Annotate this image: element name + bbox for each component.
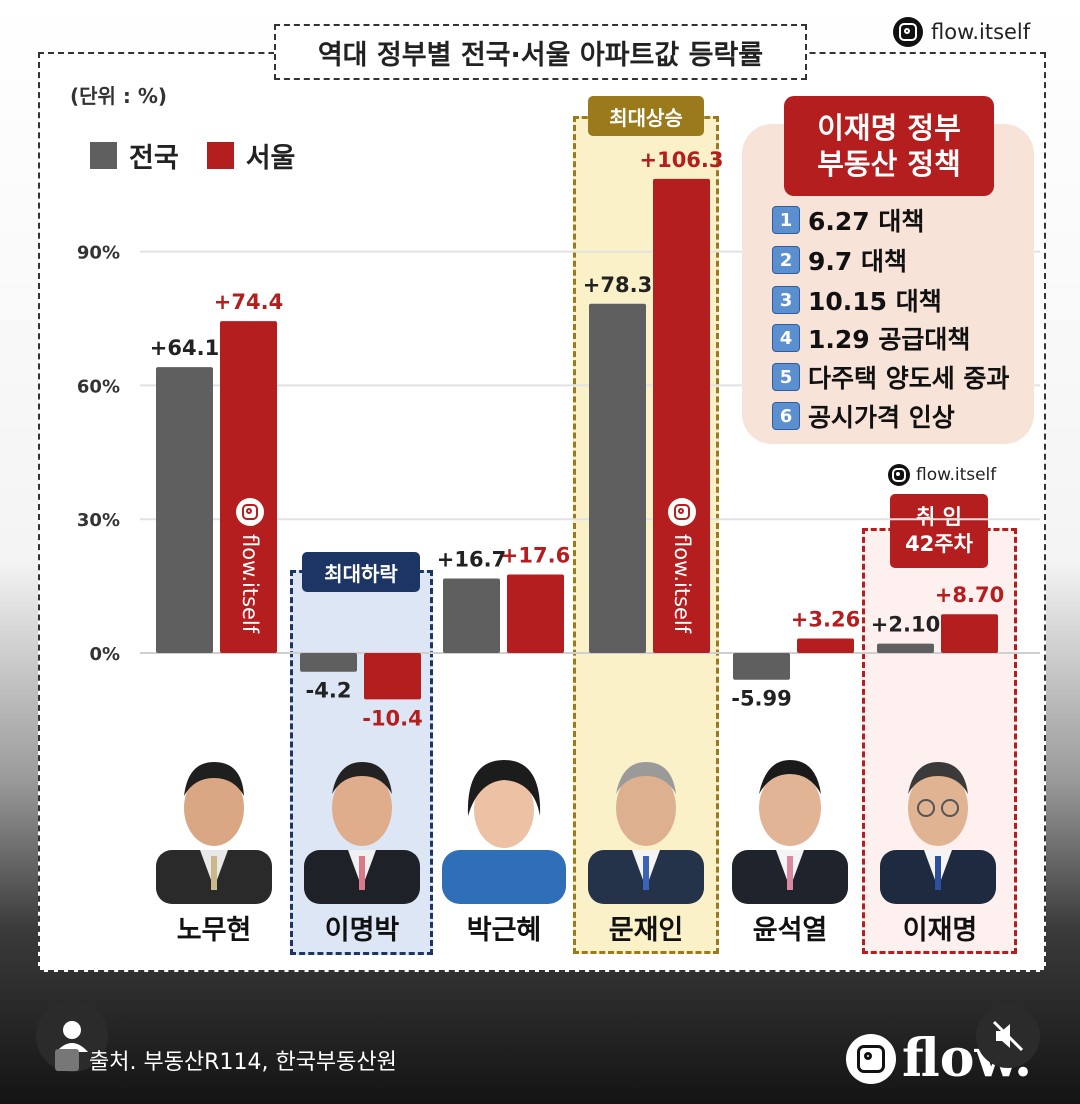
instagram-icon: [846, 1033, 896, 1084]
policy-item-text: 9.7 대책: [808, 247, 907, 276]
policy-item-text: 10.15 대책: [808, 287, 942, 316]
bar-seoul: [364, 653, 421, 700]
policy-item: 6 공시가격 인상: [772, 400, 955, 432]
page-title: 역대 정부별 전국·서울 아파트값 등락률: [274, 24, 807, 80]
data-label: -10.4: [362, 706, 423, 730]
bar-national: [589, 303, 646, 653]
y-tick-label: 60%: [77, 376, 120, 397]
policy-item: 1 6.27 대책: [772, 204, 924, 236]
instagram-icon: [668, 498, 696, 526]
current-badge: 취 임 42주차: [890, 494, 988, 568]
policy-box-title: 이재명 정부 부동산 정책: [784, 96, 994, 196]
data-label: +2.10: [871, 613, 940, 637]
name-label: 윤석열: [752, 914, 828, 946]
current-badge-line1: 취 임: [916, 504, 962, 529]
portrait-lee-mb: [304, 762, 420, 904]
source-text: 출처. 부동산R114, 한국부동산원: [89, 1050, 397, 1075]
number-4-icon: 4: [772, 324, 800, 352]
policy-title-line2: 부동산 정책: [817, 147, 961, 181]
policy-item: 3 10.15 대책: [772, 284, 942, 316]
bar-seoul: [653, 178, 710, 654]
name-label: 노무현: [176, 914, 252, 946]
bar-national: [733, 653, 790, 680]
max-fall-badge: 최대하락: [302, 552, 420, 592]
policy-item-text: 다주택 양도세 중과: [808, 364, 1010, 393]
data-label: +17.6: [501, 544, 570, 568]
caption-icon: [55, 1049, 79, 1071]
policy-title-line1: 이재명 정부: [817, 110, 961, 145]
portrait-park: [442, 760, 566, 904]
instagram-icon: [893, 17, 923, 47]
bar-watermark-text: flow.itself: [238, 534, 262, 634]
brand-handle[interactable]: flow.itself: [893, 14, 1030, 50]
legend-label-national: 전국: [129, 143, 179, 174]
y-tick-label: 0%: [89, 644, 120, 665]
bar-seoul: [797, 638, 854, 653]
legend-swatch-seoul: [206, 142, 234, 169]
policy-item-text: 공시가격 인상: [808, 403, 955, 432]
name-label: 박근혜: [466, 914, 542, 946]
number-3-icon: 3: [772, 286, 800, 314]
mute-icon[interactable]: [976, 1004, 1040, 1068]
data-label: +78.3: [583, 273, 652, 297]
source-caption: 출처. 부동산R114, 한국부동산원: [55, 1044, 397, 1076]
portrait-lee-jm: [880, 762, 996, 904]
brand-handle-text: flow.itself: [931, 20, 1031, 44]
portrait-moon: [588, 762, 704, 904]
name-label: 이명박: [324, 914, 400, 946]
data-label: +64.1: [150, 336, 219, 360]
max-rise-badge: 최대상승: [588, 96, 704, 136]
number-1-icon: 1: [772, 206, 800, 234]
small-brand-text: flow.itself: [916, 465, 997, 485]
legend-label-seoul: 서울: [245, 143, 296, 174]
unit-label: (단위 : %): [70, 84, 168, 108]
policy-item: 2 9.7 대책: [772, 244, 907, 276]
data-label: +8.70: [935, 583, 1004, 607]
data-label: +106.3: [639, 148, 723, 172]
chart-legend: 전국 서울: [90, 136, 295, 175]
number-2-icon: 2: [772, 246, 800, 274]
name-label: 문재인: [608, 914, 684, 946]
number-5-icon: 5: [772, 363, 800, 391]
bar-watermark: flow.itself: [228, 498, 272, 658]
current-badge-line2: 42주차: [905, 532, 973, 556]
portrait-yoon: [732, 760, 848, 904]
policy-item: 4 1.29 공급대책: [772, 322, 970, 354]
instagram-icon: [888, 464, 910, 486]
bar-national: [443, 578, 500, 653]
bar-seoul: [220, 321, 277, 653]
data-label: +3.26: [791, 607, 860, 631]
legend-swatch-national: [90, 142, 117, 169]
policy-item-text: 1.29 공급대책: [808, 325, 971, 354]
portrait-roh: [156, 762, 272, 904]
small-brand-handle: flow.itself: [888, 464, 996, 486]
data-label: +74.4: [214, 290, 283, 314]
data-label: +16.7: [437, 548, 506, 572]
bar-national: [300, 653, 357, 672]
bar-national: [156, 367, 213, 653]
policy-item-text: 6.27 대책: [808, 207, 925, 236]
bar-national: [877, 643, 934, 653]
data-label: -5.99: [731, 687, 792, 711]
data-label: -4.2: [306, 679, 352, 703]
bar-watermark: flow.itself: [660, 498, 704, 658]
number-6-icon: 6: [772, 402, 800, 430]
policy-item: 5 다주택 양도세 중과: [772, 361, 1009, 393]
bar-seoul: [941, 614, 998, 653]
y-tick-label: 30%: [77, 510, 120, 531]
y-tick-label: 90%: [77, 243, 120, 264]
name-label: 이재명: [902, 914, 978, 946]
bar-watermark-text: flow.itself: [670, 534, 694, 634]
instagram-icon: [236, 498, 264, 526]
bar-seoul: [507, 574, 564, 653]
